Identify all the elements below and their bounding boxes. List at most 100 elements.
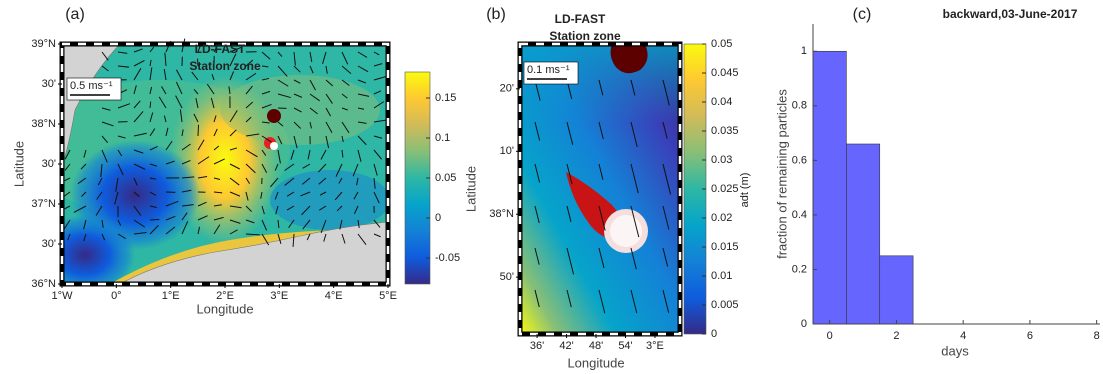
y-tick-label: 36°N: [31, 278, 56, 290]
current-arrow: [261, 65, 269, 68]
current-arrow: [277, 65, 288, 77]
bar: [812, 50, 847, 325]
map-field: [520, 44, 680, 334]
colorbar-tick-label: 0.025: [711, 183, 739, 195]
colorbar-tick-label: 0.02: [711, 212, 732, 224]
current-arrow: [357, 65, 369, 73]
current-arrow: [630, 247, 637, 270]
scale-label: 0.1 ms⁻¹: [527, 64, 570, 76]
current-arrow: [662, 163, 672, 195]
x-tick-label: 2°E: [216, 290, 234, 302]
current-arrow: [117, 219, 122, 226]
current-arrow: [245, 149, 258, 158]
current-arrow: [213, 191, 223, 194]
current-arrow: [274, 191, 279, 200]
current-arrow: [319, 191, 327, 196]
current-arrow: [83, 233, 87, 242]
current-arrow: [158, 96, 167, 109]
current-arrow: [373, 119, 387, 123]
current-arrow: [100, 163, 103, 178]
current-arrow: [325, 135, 330, 149]
current-arrow: [229, 177, 240, 186]
current-arrow: [195, 97, 199, 109]
current-arrow: [373, 149, 383, 160]
current-arrow: [245, 133, 260, 137]
current-arrow: [630, 121, 638, 147]
colorbar-tick-label: 0.1: [435, 132, 450, 144]
y-axis-label: Latitude: [11, 141, 26, 187]
current-arrow: [101, 149, 108, 163]
current-arrow: [245, 59, 254, 67]
current-arrow: [245, 233, 260, 236]
map-frame: [518, 42, 682, 336]
current-arrow: [165, 127, 169, 137]
current-arrow: [373, 177, 376, 189]
current-arrow: [133, 48, 143, 53]
current-arrow: [309, 51, 313, 62]
current-arrow: [165, 140, 173, 151]
current-arrow: [149, 112, 154, 123]
current-arrow: [181, 129, 184, 137]
chart-title: LD-FAST: [195, 42, 246, 56]
current-arrow: [133, 163, 146, 170]
current-arrow: [277, 135, 283, 145]
current-arrow: [197, 156, 210, 165]
y-axis-label: fraction of remaining particles: [774, 89, 789, 259]
bar: [846, 143, 881, 325]
current-arrow: [83, 219, 87, 230]
current-arrow: [293, 107, 302, 113]
current-arrow: [323, 233, 327, 242]
current-arrow: [213, 128, 218, 137]
current-arrow: [197, 226, 201, 235]
current-arrow: [101, 219, 104, 228]
colorbar-tick-label: 0.015: [711, 241, 739, 253]
current-arrow: [302, 219, 311, 230]
current-arrow: [163, 115, 167, 123]
current-arrow: [228, 86, 231, 95]
x-axis-label: days: [941, 343, 969, 358]
current-arrow: [133, 149, 144, 154]
x-axis-label: Longitude: [196, 301, 253, 316]
current-arrow: [213, 204, 222, 207]
x-tick-label: 1°E: [162, 290, 180, 302]
current-arrow: [149, 177, 156, 180]
current-arrow: [373, 51, 380, 56]
y-tick-label: 0.6: [792, 154, 807, 166]
land: [62, 44, 121, 166]
current-arrow: [149, 59, 152, 67]
x-tick-label: 4°E: [325, 290, 343, 302]
current-arrow: [181, 204, 194, 207]
current-arrow: [133, 219, 146, 228]
current-arrow: [319, 205, 327, 211]
current-arrow: [598, 163, 604, 180]
current-arrow: [373, 63, 383, 67]
current-arrow: [80, 163, 87, 170]
current-arrow: [270, 177, 279, 188]
current-arrow: [149, 205, 157, 208]
current-arrow: [245, 116, 252, 123]
y-tick-label: 0.4: [792, 209, 807, 221]
current-arrow: [197, 124, 200, 137]
current-arrow: [133, 59, 145, 67]
current-arrow: [245, 205, 252, 212]
x-tick-label: 3°E: [646, 340, 664, 352]
colorbar-tick-label: 0.01: [711, 270, 732, 282]
current-arrow: [133, 232, 147, 235]
current-arrow: [191, 71, 199, 81]
y-axis-label: Latitude: [463, 166, 478, 212]
current-arrow: [309, 79, 316, 91]
current-arrow: [357, 233, 367, 245]
current-arrow: [341, 107, 348, 111]
x-tick-label: 1°W: [52, 290, 74, 302]
colorbar-tick-label: 0.05: [711, 38, 732, 50]
current-arrow: [261, 90, 271, 95]
current-arrow: [229, 147, 238, 151]
current-arrow: [662, 289, 670, 313]
current-arrow: [357, 107, 365, 110]
y-tick-label: 0: [801, 318, 807, 330]
y-tick-label: 20': [500, 83, 514, 95]
current-arrow: [309, 121, 312, 129]
colorbar-tick-label: 0: [711, 328, 717, 340]
current-arrow: [534, 205, 540, 224]
current-arrow: [353, 191, 359, 200]
